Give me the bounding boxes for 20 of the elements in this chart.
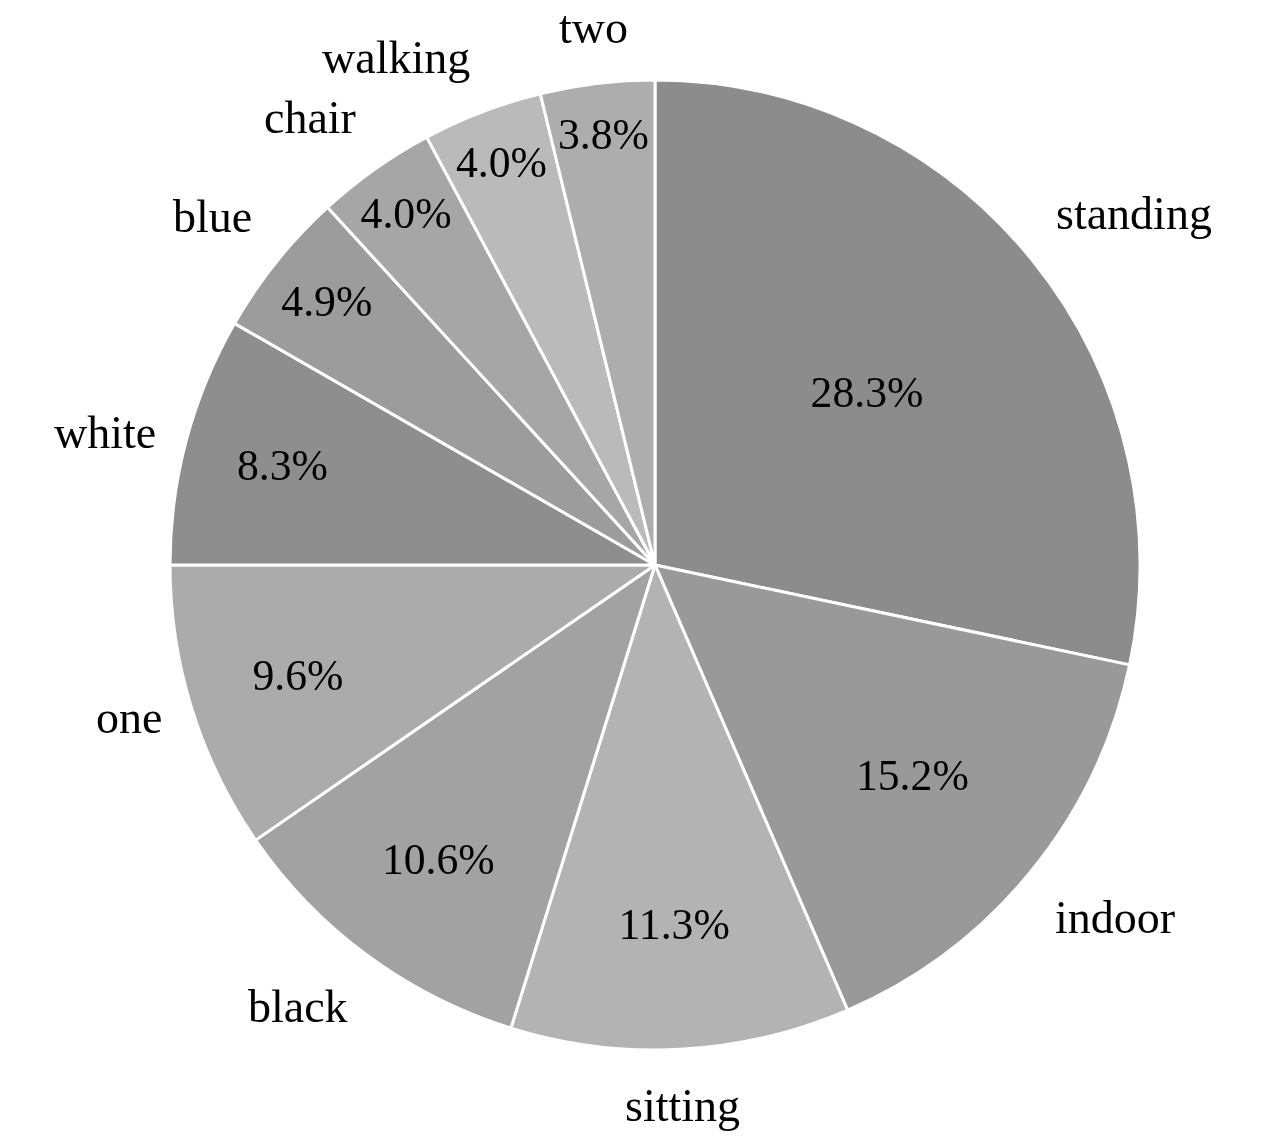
data-label: 15.2% bbox=[855, 750, 969, 799]
data-label: 11.3% bbox=[618, 899, 730, 948]
slice-label: black bbox=[248, 981, 348, 1032]
slice-label: chair bbox=[264, 92, 356, 143]
data-label: 4.9% bbox=[281, 277, 373, 326]
slice-label: sitting bbox=[625, 1080, 741, 1131]
data-label: 28.3% bbox=[810, 368, 924, 417]
slice-label: standing bbox=[1056, 188, 1212, 239]
data-label: 4.0% bbox=[360, 188, 452, 237]
slice-label: one bbox=[96, 692, 163, 743]
slice-label: walking bbox=[322, 32, 471, 83]
slice-label: white bbox=[54, 407, 157, 458]
data-label: 3.8% bbox=[557, 110, 649, 159]
slice-label: blue bbox=[173, 191, 253, 242]
slice-label: indoor bbox=[1055, 892, 1176, 943]
data-label: 8.3% bbox=[236, 440, 328, 489]
data-label: 10.6% bbox=[381, 834, 495, 883]
slice-label: two bbox=[559, 2, 628, 53]
data-label: 4.0% bbox=[455, 137, 547, 186]
data-label: 9.6% bbox=[252, 651, 344, 700]
